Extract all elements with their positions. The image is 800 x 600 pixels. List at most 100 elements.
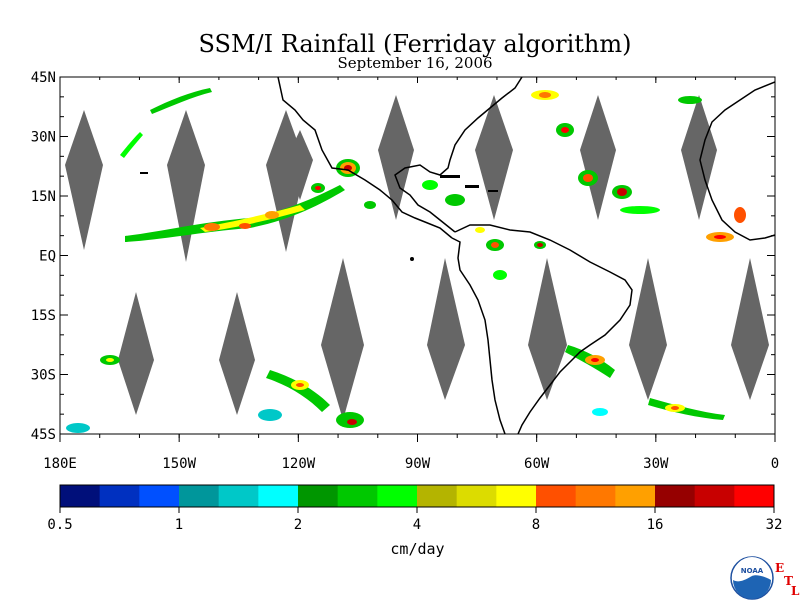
etl-letter-t: T bbox=[784, 574, 793, 588]
colorbar-swatch bbox=[575, 485, 616, 507]
latitude-labels: 45N 30N 15N EQ 15S 30S 45S bbox=[31, 70, 56, 443]
colorbar-tick-label: 2 bbox=[294, 517, 302, 533]
coastline bbox=[277, 77, 453, 239]
colorbar-swatch bbox=[298, 485, 339, 507]
lon-label: 150W bbox=[162, 456, 196, 472]
etl-letter-l: L bbox=[791, 584, 800, 598]
colorbar-swatch bbox=[655, 485, 696, 507]
lon-label: 120W bbox=[281, 456, 315, 472]
rain-cell bbox=[537, 243, 543, 247]
colorbar bbox=[59, 484, 775, 508]
coastline bbox=[394, 77, 523, 233]
rain-cell bbox=[591, 358, 599, 362]
island bbox=[410, 257, 414, 261]
rain-cell bbox=[592, 408, 608, 416]
lat-label: 45N bbox=[31, 70, 56, 86]
colorbar-swatch bbox=[218, 485, 259, 507]
colorbar-tick-label: 1 bbox=[175, 517, 183, 533]
colorbar-swatch bbox=[377, 485, 418, 507]
rain-cell bbox=[315, 186, 321, 190]
colorbar-swatch bbox=[417, 485, 458, 507]
colorbar-tick-label: 8 bbox=[532, 517, 540, 533]
lat-label: 30S bbox=[31, 368, 56, 384]
rain-band bbox=[125, 185, 345, 242]
swath-gap bbox=[118, 292, 154, 415]
swath-gap bbox=[321, 258, 364, 420]
rain-cell bbox=[66, 423, 90, 433]
colorbar-swatch bbox=[456, 485, 497, 507]
rain-cell bbox=[671, 406, 679, 410]
colorbar-swatch bbox=[139, 485, 180, 507]
swath-gap bbox=[528, 258, 567, 400]
rain-band bbox=[200, 205, 305, 232]
colorbar-swatch bbox=[734, 485, 775, 507]
rain-cell bbox=[265, 211, 279, 219]
swath-gap bbox=[286, 130, 313, 200]
rain-cell bbox=[347, 419, 357, 425]
colorbar-labels: 0.5 1 2 4 8 16 32 bbox=[47, 507, 782, 533]
rain-cell bbox=[734, 207, 746, 223]
noaa-logo: NOAA bbox=[730, 556, 774, 600]
swath-gaps bbox=[65, 95, 769, 420]
colorbar-swatch bbox=[179, 485, 220, 507]
coastline bbox=[454, 224, 633, 434]
swath-gap bbox=[475, 95, 513, 220]
rain-cell bbox=[539, 92, 551, 98]
swath-gap bbox=[219, 292, 255, 415]
rain-cell bbox=[106, 358, 114, 362]
lon-label: 60W bbox=[524, 456, 550, 472]
rain-cell bbox=[561, 127, 569, 133]
etl-letter-e: E bbox=[775, 561, 785, 575]
lat-label: 15S bbox=[31, 308, 56, 324]
coastline bbox=[699, 81, 775, 241]
plot-area bbox=[60, 77, 775, 434]
colorbar-tick-label: 32 bbox=[766, 517, 783, 533]
rain-cell bbox=[493, 270, 507, 280]
colorbar-swatch bbox=[536, 485, 577, 507]
swath-gap bbox=[378, 95, 414, 220]
coastline bbox=[451, 237, 506, 434]
rain-cell bbox=[239, 223, 251, 229]
rain-cell bbox=[445, 194, 465, 206]
longitude-labels: 180E 150W 120W 90W 60W 30W 0 bbox=[43, 456, 779, 472]
rain-patches bbox=[66, 88, 746, 433]
rain-band bbox=[266, 370, 330, 412]
colorbar-tick-label: 16 bbox=[647, 517, 664, 533]
island bbox=[140, 172, 148, 174]
lon-label: 30W bbox=[643, 456, 669, 472]
rain-cell bbox=[714, 235, 726, 239]
rain-cell bbox=[491, 242, 499, 248]
colorbar-swatch bbox=[615, 485, 656, 507]
rain-cell bbox=[617, 188, 627, 196]
swath-gap bbox=[580, 95, 616, 220]
rain-cell bbox=[422, 180, 438, 190]
colorbar-tick-label: 4 bbox=[413, 517, 421, 533]
colorbar-swatch bbox=[337, 485, 378, 507]
rain-cell bbox=[583, 174, 593, 182]
colorbar-tick-label: 0.5 bbox=[47, 517, 72, 533]
map-content bbox=[65, 77, 775, 434]
swath-gap bbox=[681, 95, 717, 220]
colorbar-units: cm/day bbox=[390, 540, 445, 558]
rain-band bbox=[150, 88, 212, 114]
map-title: SSM/I Rainfall (Ferriday algorithm) bbox=[198, 30, 632, 58]
colorbar-swatch bbox=[258, 485, 299, 507]
coastlines bbox=[277, 77, 775, 434]
swath-gap bbox=[731, 258, 769, 400]
rain-cell bbox=[620, 206, 660, 214]
swath-gap bbox=[167, 110, 205, 262]
islands bbox=[140, 172, 498, 261]
island bbox=[440, 175, 460, 178]
colorbar-swatch bbox=[60, 485, 101, 507]
lon-label: 0 bbox=[771, 456, 779, 472]
rain-cell bbox=[204, 223, 220, 231]
map-frame bbox=[59, 76, 776, 442]
lat-label: 45S bbox=[31, 427, 56, 443]
lat-label: EQ bbox=[39, 249, 56, 265]
swath-gap bbox=[629, 258, 667, 400]
swath-gap bbox=[427, 258, 465, 400]
rain-cell bbox=[475, 227, 485, 233]
rain-cell bbox=[364, 201, 376, 209]
lat-label: 30N bbox=[31, 130, 56, 146]
